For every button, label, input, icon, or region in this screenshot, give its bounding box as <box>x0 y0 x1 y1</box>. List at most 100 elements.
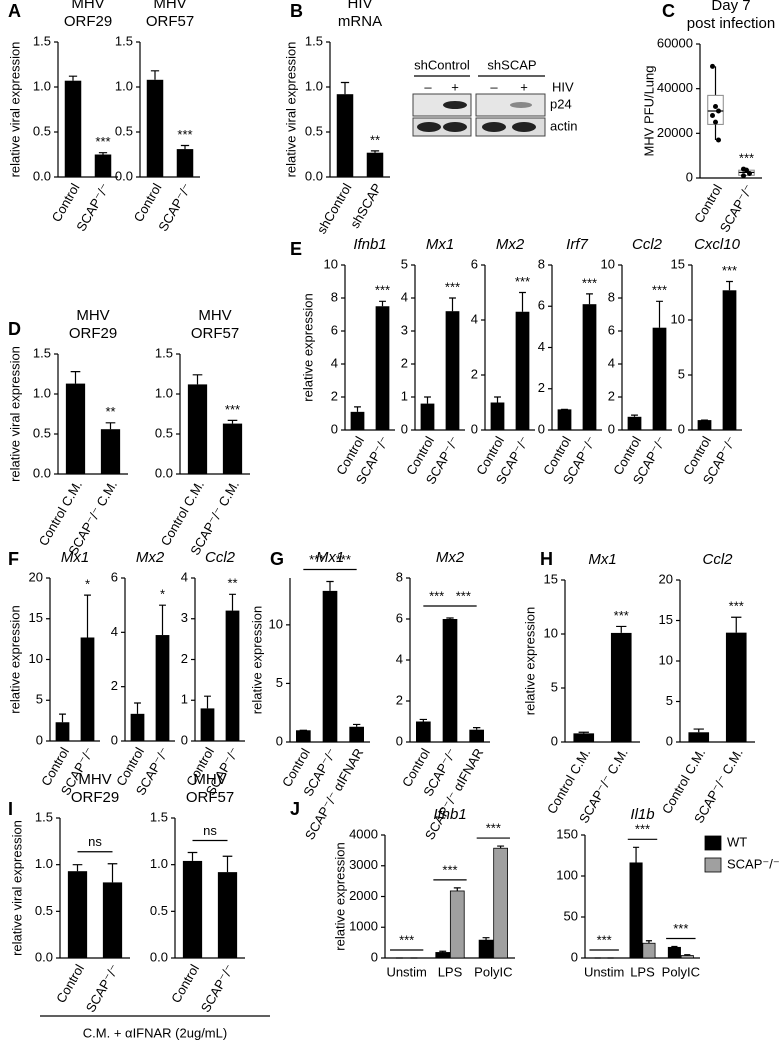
bar <box>642 942 656 959</box>
significance: *** <box>486 821 501 836</box>
error-bar <box>150 70 160 80</box>
chart-title: Cxcl10 <box>694 236 741 253</box>
y-tick-label: 10 <box>659 652 673 667</box>
blot-strip <box>412 93 472 117</box>
bar <box>697 420 712 430</box>
y-tick-label: 0 <box>571 949 578 964</box>
y-tick-label: 0 <box>678 421 685 436</box>
bar <box>610 632 632 742</box>
error-bar <box>578 731 589 734</box>
y-tick-label: 15 <box>544 571 558 586</box>
y-tick-label: 15 <box>659 612 673 627</box>
error-bar <box>494 396 501 403</box>
significance: ** <box>370 132 380 147</box>
bar <box>55 722 70 741</box>
blot-lane: – <box>424 79 432 94</box>
chart-title: HIV <box>347 0 372 12</box>
y-tick-label: 5 <box>678 366 685 381</box>
y-tick-label: 8 <box>538 256 545 271</box>
bar <box>350 411 365 430</box>
y-tick-label: 4 <box>471 311 478 326</box>
chart-title: MHV <box>153 0 186 12</box>
significance: *** <box>445 279 460 294</box>
bar <box>80 637 95 741</box>
bar <box>629 862 643 959</box>
point <box>744 167 749 173</box>
bar <box>416 721 431 742</box>
point <box>716 137 721 143</box>
bar <box>469 729 484 742</box>
chart-title: MHV <box>193 771 226 788</box>
x-tick-label: Control <box>168 962 202 1006</box>
y-tick-label: 0.5 <box>150 903 168 918</box>
blot-band <box>417 122 441 132</box>
bar <box>187 384 208 474</box>
significance: *** <box>635 822 650 837</box>
y-tick-label: 5 <box>551 679 558 694</box>
y-tick-label: 10 <box>269 616 283 631</box>
y-tick-label: 0 <box>401 421 408 436</box>
bar <box>366 152 384 177</box>
y-tick-label: 0 <box>111 732 118 747</box>
point <box>710 112 715 118</box>
panel-label: A <box>8 1 21 21</box>
x-tick-label: Control <box>53 962 87 1006</box>
y-tick-label: 4 <box>181 569 188 584</box>
legend-label: SCAP⁻/⁻ <box>727 856 780 871</box>
bar <box>176 149 194 177</box>
y-tick-label: 10 <box>29 651 43 666</box>
y-tick-label: 3 <box>181 610 188 625</box>
legend-label: WT <box>727 834 747 849</box>
bar <box>100 429 121 474</box>
chart-title: Mx2 <box>436 549 465 566</box>
bar <box>64 80 82 177</box>
y-tick-label: 8 <box>608 289 615 304</box>
y-tick-label: 1.5 <box>150 809 168 824</box>
chart-title: ORF29 <box>71 789 119 806</box>
y-tick-label: 1.5 <box>35 809 53 824</box>
y-tick-label: 0 <box>371 949 378 964</box>
significance: *** <box>673 921 688 936</box>
error-bar <box>204 695 211 709</box>
error-bar <box>105 422 116 430</box>
error-bar <box>519 291 526 312</box>
chart-title: ORF29 <box>64 13 112 30</box>
error-bar <box>180 144 190 150</box>
blot-band <box>512 122 536 132</box>
error-bar <box>631 414 638 417</box>
bar <box>680 955 694 959</box>
panel-label: B <box>290 1 303 21</box>
bar <box>296 730 311 742</box>
blot-row: p24 <box>550 96 572 111</box>
error-bar <box>107 863 118 883</box>
error-bar <box>379 300 386 307</box>
y-axis-label: relative viral expression <box>7 346 22 482</box>
significance: *** <box>722 263 737 278</box>
y-tick-label: 2 <box>538 380 545 395</box>
y-tick-label: 2000 <box>349 888 378 903</box>
y-tick-label: 3 <box>401 322 408 337</box>
y-tick-label: 2 <box>608 388 615 403</box>
y-tick-label: 0.5 <box>155 425 173 440</box>
blot-group: shSCAP <box>487 57 536 72</box>
legend-swatch <box>704 857 722 873</box>
y-tick-label: 20000 <box>657 125 693 140</box>
y-tick-label: 0 <box>471 421 478 436</box>
error-bar <box>134 702 141 714</box>
significance: * <box>85 577 90 592</box>
y-tick-label: 5 <box>666 693 673 708</box>
y-tick-label: 1.0 <box>33 78 51 93</box>
y-tick-label: 0.0 <box>155 465 173 480</box>
error-bar <box>482 937 490 941</box>
y-tick-label: 1.5 <box>33 345 51 360</box>
blot-band <box>510 102 532 108</box>
y-tick-label: 60000 <box>657 35 693 50</box>
bar <box>67 871 88 958</box>
error-bar <box>586 293 593 305</box>
significance: *** <box>177 127 192 142</box>
x-tick-label: LPS <box>438 964 463 979</box>
y-tick-label: 2 <box>331 388 338 403</box>
bar <box>515 311 530 430</box>
comparison-label: ns <box>88 834 102 849</box>
x-tick-label: PolyIC <box>662 964 700 979</box>
